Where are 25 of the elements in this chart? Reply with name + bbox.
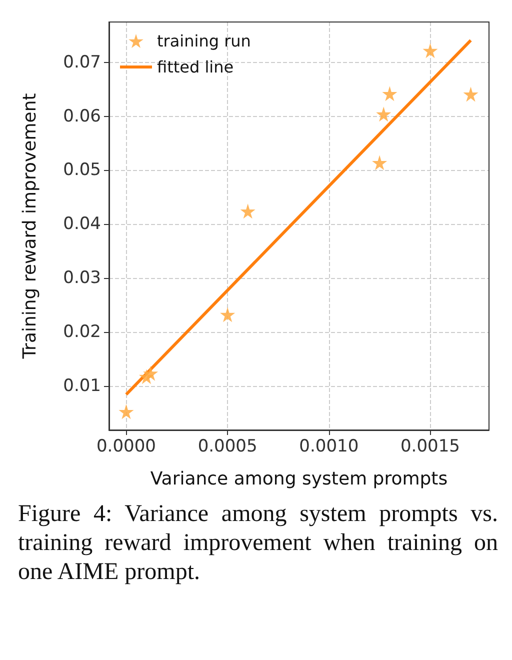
y-tick-label: 0.04	[63, 214, 101, 234]
point	[143, 366, 158, 381]
point	[118, 404, 134, 420]
point	[240, 204, 256, 219]
y-tick-label: 0.06	[63, 106, 101, 126]
y-tick-label: 0.02	[63, 322, 101, 342]
y-tick-label: 0.03	[63, 268, 101, 288]
caption: Figure 4: Variance among system prompts vs. training reward improvement when training on one AIME prompt.	[17, 500, 499, 587]
x-tick-label: 0.0010	[299, 436, 359, 456]
y-tick-label: 0.01	[63, 376, 101, 396]
point	[372, 155, 388, 170]
x-tick-label: 0.0015	[400, 436, 460, 456]
y-tick-label: 0.07	[63, 52, 101, 72]
point	[463, 86, 478, 102]
point	[422, 43, 438, 58]
y-axis-title: Training reward improvement	[20, 93, 40, 360]
legend-label: fitted line	[157, 58, 234, 76]
x-tick-label: 0.0005	[198, 436, 258, 456]
x-tick-label: 0.0000	[96, 436, 156, 456]
point	[382, 86, 398, 102]
y-tick-label: 0.05	[63, 160, 101, 180]
point	[220, 307, 236, 322]
point	[376, 106, 392, 122]
x-axis-title: Variance among system prompts	[150, 468, 448, 490]
legend-label: training run	[157, 32, 251, 50]
